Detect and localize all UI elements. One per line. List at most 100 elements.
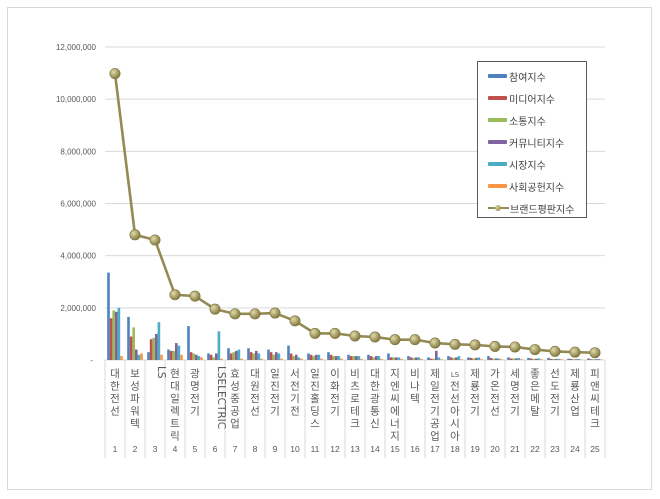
bar xyxy=(392,357,395,360)
bar xyxy=(147,352,150,360)
bar xyxy=(455,357,458,360)
legend-label: 브랜드평판지수 xyxy=(510,204,575,216)
legend-line-marker-icon xyxy=(488,202,509,214)
bar xyxy=(560,359,563,360)
legend-item-participation: 참여지수 xyxy=(478,65,586,87)
x-rank-label: 25 xyxy=(590,444,600,454)
bar xyxy=(277,353,281,360)
x-rank-label: 13 xyxy=(350,444,360,454)
bar xyxy=(117,307,121,360)
legend-item-social-contribution: 사회공헌지수 xyxy=(478,175,586,197)
bar xyxy=(260,358,263,360)
line-marker xyxy=(429,337,441,349)
x-rank-label: 20 xyxy=(490,444,500,454)
bar xyxy=(432,358,435,360)
bar xyxy=(215,353,218,360)
bar xyxy=(172,350,175,360)
line-marker xyxy=(409,334,421,346)
line-marker xyxy=(589,347,601,359)
bar xyxy=(512,358,515,360)
x-rank-label: 15 xyxy=(390,444,400,454)
bar xyxy=(289,353,293,360)
bar xyxy=(355,356,358,360)
x-category-label: LS 전 선 아 시 아 xyxy=(450,371,460,443)
bar xyxy=(580,359,583,360)
x-rank-label: 14 xyxy=(370,444,380,454)
bar xyxy=(120,356,123,360)
bar xyxy=(572,359,575,360)
bar xyxy=(135,349,138,360)
x-rank-label: 4 xyxy=(173,444,178,454)
x-rank-label: 21 xyxy=(510,444,520,454)
bar xyxy=(217,331,221,360)
bar xyxy=(469,357,473,360)
bar xyxy=(452,357,455,360)
bar xyxy=(292,356,295,360)
bar xyxy=(252,353,255,360)
bar xyxy=(389,357,393,360)
line-marker xyxy=(189,290,201,302)
bar xyxy=(547,357,550,360)
bar xyxy=(227,348,230,360)
x-rank-label: 12 xyxy=(330,444,340,454)
bar xyxy=(167,349,170,360)
bar xyxy=(269,352,273,360)
x-category-label: LS xyxy=(155,366,167,379)
bar xyxy=(247,348,250,360)
bar xyxy=(255,350,258,360)
bar xyxy=(192,353,195,360)
chart-legend: 참여지수 미디어지수 소통지수 커뮤니티지수 시장지수 사회공헌지수 브랜드평판… xyxy=(477,61,587,218)
bar xyxy=(347,354,350,360)
bar xyxy=(407,356,410,360)
bar xyxy=(329,354,333,360)
x-rank-label: 18 xyxy=(450,444,460,454)
bar xyxy=(257,353,261,360)
bar xyxy=(509,358,513,360)
line-marker xyxy=(569,346,581,358)
x-rank-label: 11 xyxy=(311,444,320,454)
bar xyxy=(475,357,478,360)
bar xyxy=(115,311,118,360)
legend-item-media: 미디어지수 xyxy=(478,87,586,109)
legend-item-community: 커뮤니티지수 xyxy=(478,131,586,153)
bar xyxy=(360,358,363,360)
bar xyxy=(309,354,313,360)
bar xyxy=(240,358,243,360)
line-marker xyxy=(369,331,381,343)
bar xyxy=(140,353,143,360)
line-marker xyxy=(129,229,141,241)
x-rank-label: 1 xyxy=(113,444,118,454)
bar xyxy=(220,358,223,360)
legend-label: 사회공헌지수 xyxy=(509,182,565,194)
line-marker xyxy=(489,340,501,352)
bar xyxy=(149,339,153,360)
y-tick-label: 10,000,000 xyxy=(56,95,97,104)
legend-item-market: 시장지수 xyxy=(478,153,586,175)
bar xyxy=(320,358,323,360)
bar xyxy=(507,357,510,360)
x-rank-label: 17 xyxy=(430,444,440,454)
bar xyxy=(569,358,573,360)
bar xyxy=(109,318,113,360)
bar xyxy=(500,359,503,360)
bar xyxy=(375,356,378,360)
x-rank-label: 10 xyxy=(290,444,300,454)
bar xyxy=(160,354,163,360)
bar xyxy=(352,356,355,360)
line-marker xyxy=(109,68,121,80)
bar xyxy=(187,326,190,360)
bar xyxy=(315,354,318,360)
bar xyxy=(357,356,361,360)
bar xyxy=(337,356,341,360)
